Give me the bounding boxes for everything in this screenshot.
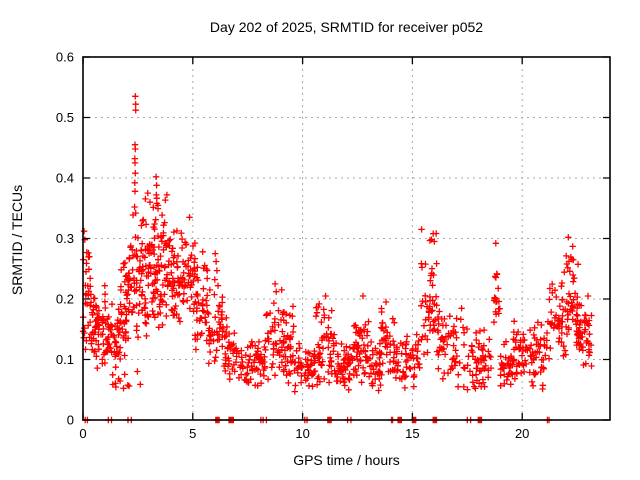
chart-title: Day 202 of 2025, SRMTID for receiver p05… — [209, 19, 484, 35]
y-tick-label: 0.6 — [56, 50, 74, 65]
y-tick-label: 0.3 — [56, 231, 74, 246]
x-tick-label: 10 — [295, 426, 309, 441]
axis-ticks — [82, 56, 610, 421]
x-tick-label: 0 — [79, 426, 86, 441]
y-tick-label: 0.4 — [56, 171, 74, 186]
x-tick-label: 20 — [515, 426, 529, 441]
y-tick-label: 0.5 — [56, 110, 74, 125]
x-tick-label: 15 — [405, 426, 419, 441]
x-axis-label: GPS time / hours — [293, 452, 400, 468]
y-tick-label: 0.2 — [56, 292, 74, 307]
x-tick-label: 5 — [189, 426, 196, 441]
scatter-points — [79, 93, 595, 424]
gridlines — [83, 57, 610, 420]
y-tick-label: 0.1 — [56, 352, 74, 367]
y-tick-label: 0 — [67, 413, 74, 428]
